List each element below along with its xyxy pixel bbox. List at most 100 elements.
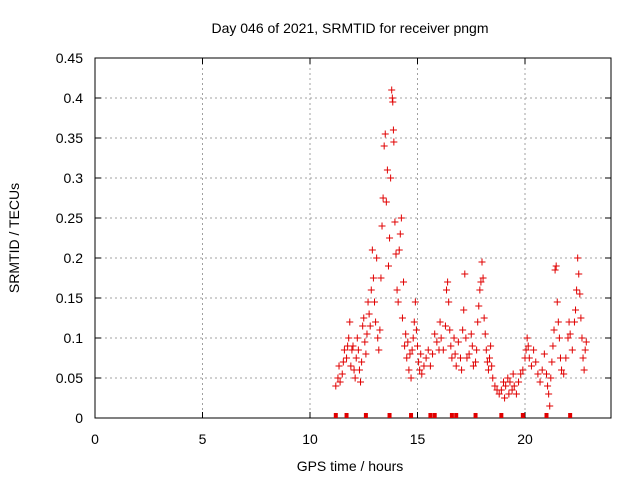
data-point <box>448 354 456 362</box>
data-point <box>524 342 532 350</box>
data-point <box>362 350 370 358</box>
data-point <box>343 354 351 362</box>
data-point <box>463 354 471 362</box>
data-point <box>444 278 452 286</box>
y-tick-label: 0.1 <box>64 330 84 346</box>
data-point <box>523 334 531 342</box>
data-point <box>555 334 563 342</box>
data-point <box>389 126 397 134</box>
x-tick-label: 20 <box>517 431 533 447</box>
data-point <box>480 314 488 322</box>
data-point <box>424 346 432 354</box>
data-point <box>488 362 496 370</box>
data-point <box>553 298 561 306</box>
data-point <box>534 370 542 378</box>
data-point <box>361 338 369 346</box>
data-point <box>357 378 365 386</box>
data-point <box>346 318 354 326</box>
data-point <box>552 262 560 270</box>
data-point <box>484 366 492 374</box>
data-point <box>437 334 445 342</box>
data-point <box>558 366 566 374</box>
data-point <box>381 130 389 138</box>
data-point <box>525 354 533 362</box>
baseline-mark <box>344 413 349 418</box>
data-point <box>483 358 491 366</box>
data-point <box>502 382 510 390</box>
y-tick-label: 0.05 <box>56 370 83 386</box>
data-point <box>334 374 342 382</box>
data-point <box>495 390 503 398</box>
data-point <box>581 346 589 354</box>
x-tick-label: 0 <box>91 431 99 447</box>
y-tick-label: 0.3 <box>64 170 84 186</box>
data-point <box>506 378 514 386</box>
data-point <box>538 366 546 374</box>
y-axis: 0 0.05 0.1 0.15 0.2 0.25 0.3 0.35 0.4 0.45 <box>56 50 611 426</box>
data-point <box>377 274 385 282</box>
data-point <box>481 330 489 338</box>
data-point <box>386 234 394 242</box>
data-point <box>491 382 499 390</box>
data-point <box>380 142 388 150</box>
data-point <box>479 274 487 282</box>
data-point <box>568 346 576 354</box>
data-point <box>560 370 568 378</box>
data-point <box>467 330 475 338</box>
data-point <box>497 386 505 394</box>
data-point <box>457 354 464 362</box>
data-point <box>475 302 483 310</box>
data-point <box>348 346 356 354</box>
data-point <box>545 390 553 398</box>
data-point <box>387 174 395 182</box>
data-point <box>505 390 513 398</box>
data-point <box>411 298 419 306</box>
data-point <box>579 354 587 362</box>
data-point <box>458 366 466 374</box>
plot-frame <box>94 57 612 419</box>
data-point <box>401 342 409 350</box>
data-point <box>373 254 381 262</box>
baseline-mark <box>568 413 573 418</box>
data-point <box>512 390 520 398</box>
data-point <box>374 334 382 342</box>
data-point <box>487 342 495 350</box>
data-point <box>468 342 476 350</box>
data-point <box>375 346 383 354</box>
data-point <box>332 382 340 390</box>
data-point <box>397 214 405 222</box>
baseline-mark <box>333 413 338 418</box>
data-point <box>551 266 559 274</box>
data-point <box>573 286 581 294</box>
data-point <box>426 362 434 370</box>
data-point <box>547 374 555 382</box>
data-point <box>391 218 399 226</box>
baseline-mark <box>449 413 454 418</box>
data-point <box>393 286 401 294</box>
data-point <box>394 298 402 306</box>
data-point <box>562 354 570 362</box>
grid-lines <box>95 58 611 418</box>
data-point <box>408 346 416 354</box>
data-point <box>415 358 423 366</box>
data-point <box>566 330 574 338</box>
data-point <box>477 278 485 286</box>
data-point <box>504 374 512 382</box>
data-point <box>379 194 387 202</box>
data-point <box>410 318 418 326</box>
y-tick-label: 0.15 <box>56 290 83 306</box>
data-point <box>336 378 344 386</box>
y-tick-label: 0.45 <box>56 50 83 66</box>
data-point <box>354 346 362 354</box>
data-point <box>359 322 367 330</box>
data-point <box>402 330 410 338</box>
data-point <box>536 378 544 386</box>
data-point <box>339 358 347 366</box>
data-point <box>433 338 441 346</box>
y-tick-label: 0 <box>75 410 83 426</box>
data-point <box>382 198 390 206</box>
data-point <box>454 338 462 346</box>
data-point <box>371 298 378 306</box>
data-point <box>378 222 386 230</box>
